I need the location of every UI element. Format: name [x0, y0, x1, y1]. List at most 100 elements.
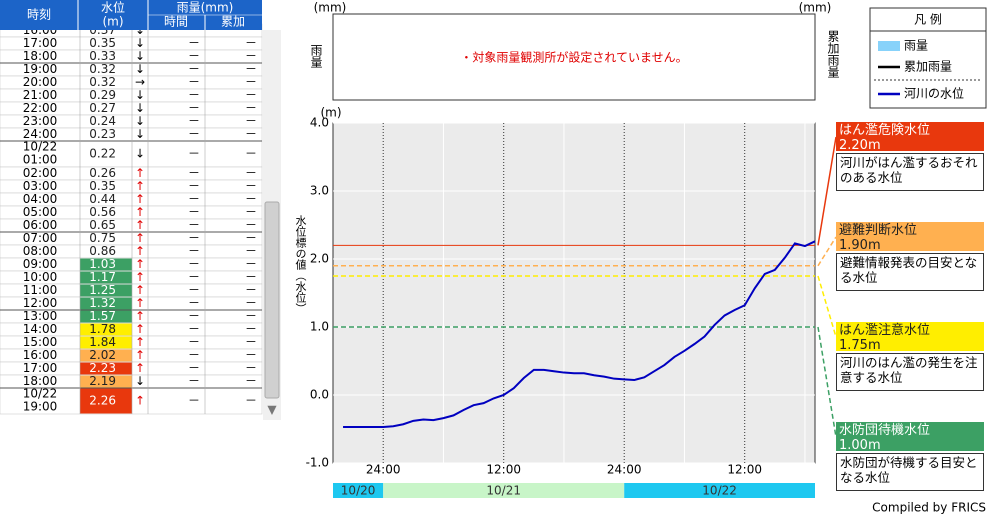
time-cell: 23:00	[23, 114, 58, 128]
table-row: 14:00 1.78 ↑ － －	[0, 322, 263, 337]
table-rows: 16:000.37↓－－17:000.35↓－－18:000.33↓－－19:0…	[0, 23, 263, 415]
rain-cum: －	[245, 166, 257, 180]
level-value: 2.19	[89, 374, 116, 388]
y-tick-label: 1.0	[310, 320, 329, 334]
rain-cum: －	[245, 49, 257, 63]
level-value: 0.56	[89, 205, 116, 219]
rain-hour: －	[188, 205, 200, 219]
rain-hour: －	[188, 283, 200, 297]
threshold-value: 1.75m	[839, 338, 881, 353]
trend-arrow: ↑	[135, 192, 145, 206]
time-cell: 06:00	[23, 218, 58, 232]
rain-hour: －	[188, 361, 200, 375]
time-cell: 07:00	[23, 231, 58, 245]
rain-cum: －	[245, 36, 257, 50]
trend-arrow: ↓	[135, 49, 145, 63]
rain-cum: －	[245, 147, 257, 161]
trend-arrow: ↑	[135, 322, 145, 336]
rain-hour: －	[188, 296, 200, 310]
time-cell: 02:00	[23, 166, 58, 180]
time-cell: 08:00	[23, 244, 58, 258]
threshold-connector	[817, 136, 837, 246]
legend-box	[869, 7, 987, 109]
time-cell: 15:00	[23, 335, 58, 349]
table-row: 12:00 1.32 ↑ － －	[0, 296, 263, 311]
rain-message: ・対象雨量観測所が設定されていません。	[460, 50, 687, 65]
rain-cum: －	[245, 75, 257, 89]
level-value: 0.29	[89, 88, 116, 102]
level-cell	[80, 349, 132, 362]
trend-arrow: ↓	[135, 147, 145, 161]
time-cell: 24:00	[23, 127, 58, 141]
table-row: 04:00 0.44 ↑ － －	[0, 192, 263, 207]
level-cell	[80, 37, 132, 50]
rain-hour: －	[188, 49, 200, 63]
time-cell: 19:00	[23, 400, 58, 414]
table-row: 08:00 0.86 ↑ － －	[0, 244, 263, 259]
time-cell: 11:00	[23, 283, 58, 297]
rain-hour: －	[188, 374, 200, 388]
level-cell	[80, 323, 132, 336]
scroll-thumb[interactable]	[264, 201, 280, 399]
table-row: 19:00 0.32 ↓ － －	[0, 62, 263, 77]
rain-cum: －	[245, 127, 257, 141]
level-cell	[80, 102, 132, 115]
level-value: 1.84	[89, 335, 116, 349]
table-row: 07:00 0.75 ↑ － －	[0, 231, 263, 246]
level-cell	[80, 310, 132, 323]
table-row: 17:00 0.35 ↓ － －	[0, 36, 263, 51]
date-band	[333, 483, 384, 498]
table-row: 24:00 0.23 ↓ － －	[0, 127, 263, 142]
header-level-unit: (m)	[102, 15, 123, 29]
rain-cum: －	[245, 192, 257, 206]
rain-hour: －	[188, 244, 200, 258]
level-value: 1.25	[89, 283, 116, 297]
threshold-header: はん濫注意水位 1.75m	[836, 322, 984, 353]
header-time: 時刻	[27, 8, 51, 22]
rain-cum: －	[245, 348, 257, 362]
table-row: 16:00 2.02 ↑ － －	[0, 348, 263, 363]
rain-cum: －	[245, 62, 257, 76]
level-value: 0.27	[89, 101, 116, 115]
trend-arrow: ↓	[135, 101, 145, 115]
rain-hour: －	[188, 348, 200, 362]
table-row: 03:00 0.35 ↑ － －	[0, 179, 263, 194]
rain-plot	[332, 13, 816, 101]
level-value: 2.26	[89, 394, 116, 408]
rain-cum: －	[245, 374, 257, 388]
time-cell: 18:00	[23, 374, 58, 388]
threshold-header: 避難判断水位 1.90m	[836, 222, 984, 253]
rain-hour: －	[188, 218, 200, 232]
date-band	[383, 483, 625, 498]
threshold-value: 2.20m	[839, 138, 881, 153]
x-tick-label: 12:00	[727, 463, 762, 477]
table-row: 11:00 1.25 ↑ － －	[0, 283, 263, 298]
table-row: 20:00 0.32 → － －	[0, 75, 263, 90]
trend-arrow: ↑	[135, 361, 145, 375]
trend-arrow: ↑	[135, 283, 145, 297]
threshold-connector	[817, 236, 837, 267]
threshold-name: はん濫危険水位	[839, 123, 931, 138]
rain-hour: －	[188, 127, 200, 141]
time-cell: 14:00	[23, 322, 58, 336]
level-cell	[80, 63, 132, 76]
level-value: 0.23	[89, 127, 116, 141]
trend-arrow: ↑	[135, 309, 145, 323]
table-row: 23:00 0.24 ↓ － －	[0, 114, 263, 129]
y-tick-label: 2.0	[310, 252, 329, 266]
header-rain-hour: 時間	[164, 15, 188, 29]
time-cell: 17:00	[23, 36, 58, 50]
rain-hour: －	[188, 335, 200, 349]
date-band-label: 10/21	[486, 484, 521, 498]
rain-y2label: 累加雨量	[826, 30, 840, 78]
rain-unit-left: (mm)	[314, 1, 347, 15]
rain-hour: －	[188, 62, 200, 76]
time-cell: 05:00	[23, 205, 58, 219]
rain-ylabel: 雨量	[309, 44, 323, 68]
scroll-down[interactable]: ▼	[267, 403, 277, 417]
table-header: 時刻 水位(m) 雨量(mm)時間 累加	[0, 0, 262, 30]
table-row: 17:00 2.23 ↑ － －	[0, 361, 263, 376]
